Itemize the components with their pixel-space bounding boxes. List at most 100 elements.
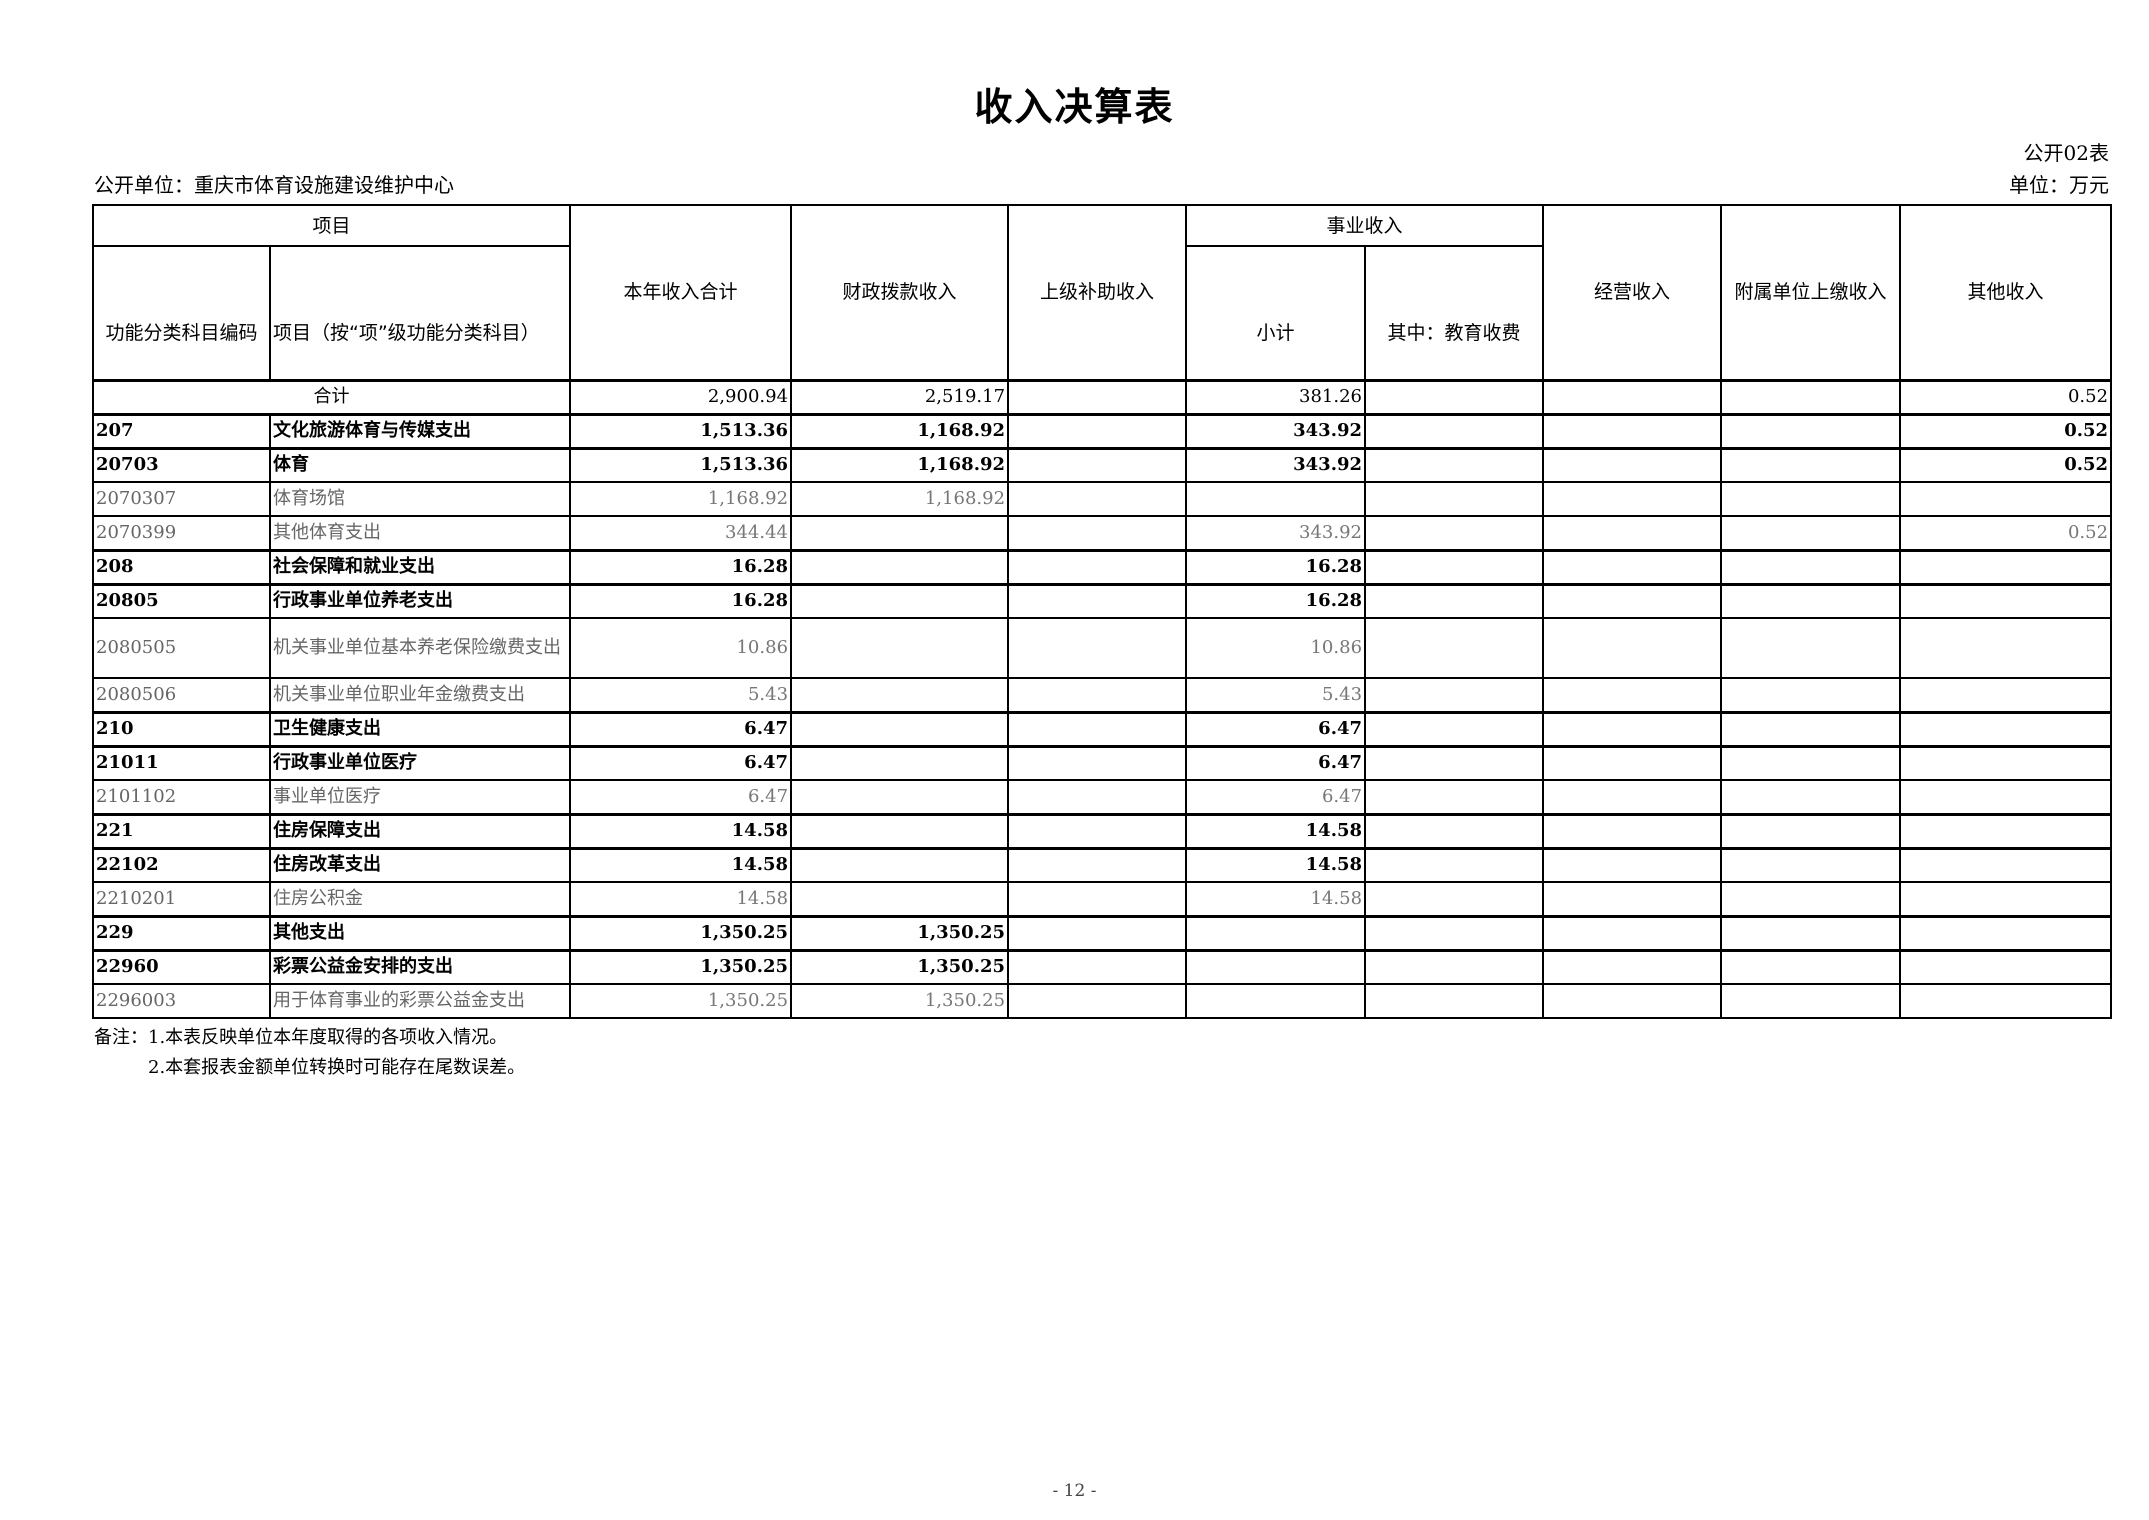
cell-name: 体育场馆 <box>268 481 572 517</box>
page-title: 收入决算表 <box>974 85 1175 129</box>
cell-fiscal <box>790 677 1010 713</box>
cell-operating <box>1542 378 1723 415</box>
header-superior: 上级补助收入 <box>1007 204 1188 381</box>
cell-business-subtotal: 16.28 <box>1185 548 1367 585</box>
cell-fiscal <box>790 779 1010 815</box>
header-operating: 经营收入 <box>1542 204 1723 381</box>
cell-name: 体育 <box>268 446 572 483</box>
cell-fiscal <box>790 846 1010 883</box>
cell-business-edu <box>1364 412 1545 449</box>
cell-business-subtotal: 381.26 <box>1185 378 1367 415</box>
cell-total: 14.58 <box>569 812 793 849</box>
cell-other <box>1899 744 2113 781</box>
cell-affiliated <box>1720 881 1902 917</box>
cell-superior <box>1007 677 1188 713</box>
cell-other <box>1899 948 2113 985</box>
total-label: 合计 <box>91 378 572 415</box>
cell-business-edu <box>1364 846 1545 883</box>
cell-code: 207 <box>92 412 271 449</box>
cell-total: 6.47 <box>569 779 793 815</box>
cell-operating <box>1542 948 1723 985</box>
cell-affiliated <box>1720 744 1902 781</box>
cell-operating <box>1542 412 1723 449</box>
cell-name: 住房改革支出 <box>268 846 572 883</box>
cell-affiliated <box>1720 378 1902 415</box>
cell-superior <box>1007 582 1188 619</box>
cell-superior <box>1007 846 1188 883</box>
table-row: 21011 行政事业单位医疗 6.47 6.47 <box>92 744 2113 781</box>
table-row: 2070399 其他体育支出 344.44 343.92 0.52 <box>92 515 2113 551</box>
header-total: 本年收入合计 <box>569 204 793 381</box>
header-business-edu: 其中：教育收费 <box>1364 245 1545 381</box>
cell-name: 其他体育支出 <box>268 515 572 551</box>
cell-operating <box>1542 812 1723 849</box>
header-business: 事业收入 <box>1185 204 1545 247</box>
cell-business-edu <box>1364 983 1545 1019</box>
cell-name: 机关事业单位基本养老保险缴费支出 <box>268 617 572 679</box>
cell-superior <box>1007 446 1188 483</box>
income-table: 项目 本年收入合计 财政拨款收入 上级补助收入 事业收入 经营收入 附属单位上缴… <box>91 204 2113 1019</box>
cell-name: 行政事业单位养老支出 <box>268 582 572 619</box>
cell-other: 0.52 <box>1899 378 2113 415</box>
cell-business-edu <box>1364 677 1545 713</box>
cell-name: 文化旅游体育与传媒支出 <box>268 412 572 449</box>
cell-fiscal <box>790 582 1010 619</box>
cell-total: 6.47 <box>569 710 793 747</box>
cell-superior <box>1007 983 1188 1019</box>
cell-total: 344.44 <box>569 515 793 551</box>
cell-other <box>1899 779 2113 815</box>
cell-other <box>1899 710 2113 747</box>
cell-superior <box>1007 378 1188 415</box>
table-row: 2296003 用于体育事业的彩票公益金支出 1,350.25 1,350.25 <box>92 983 2113 1019</box>
cell-fiscal: 1,350.25 <box>790 914 1010 951</box>
cell-business-subtotal: 6.47 <box>1185 744 1367 781</box>
cell-operating <box>1542 779 1723 815</box>
cell-superior <box>1007 617 1188 679</box>
cell-business-subtotal: 6.47 <box>1185 710 1367 747</box>
cell-total: 16.28 <box>569 582 793 619</box>
cell-operating <box>1542 846 1723 883</box>
table-row: 210 卫生健康支出 6.47 6.47 <box>92 710 2113 747</box>
cell-business-edu <box>1364 481 1545 517</box>
cell-fiscal <box>790 617 1010 679</box>
cell-business-edu <box>1364 515 1545 551</box>
cell-other: 0.52 <box>1899 446 2113 483</box>
cell-business-edu <box>1364 710 1545 747</box>
cell-operating <box>1542 582 1723 619</box>
cell-code: 2070307 <box>92 481 271 517</box>
cell-code: 208 <box>92 548 271 585</box>
cell-affiliated <box>1720 617 1902 679</box>
cell-business-subtotal: 16.28 <box>1185 582 1367 619</box>
cell-affiliated <box>1720 481 1902 517</box>
cell-affiliated <box>1720 446 1902 483</box>
cell-affiliated <box>1720 515 1902 551</box>
cell-code: 20703 <box>92 446 271 483</box>
cell-superior <box>1007 515 1188 551</box>
cell-operating <box>1542 677 1723 713</box>
cell-name: 住房保障支出 <box>268 812 572 849</box>
table-row: 22102 住房改革支出 14.58 14.58 <box>92 846 2113 883</box>
cell-total: 1,350.25 <box>569 983 793 1019</box>
cell-affiliated <box>1720 710 1902 747</box>
cell-operating <box>1542 914 1723 951</box>
header-fiscal: 财政拨款收入 <box>790 204 1010 381</box>
reporting-unit: 公开单位：重庆市体育设施建设维护中心 <box>94 173 454 197</box>
cell-fiscal: 1,350.25 <box>790 948 1010 985</box>
cell-code: 2070399 <box>92 515 271 551</box>
cell-code: 21011 <box>92 744 271 781</box>
cell-fiscal: 1,168.92 <box>790 446 1010 483</box>
cell-code: 221 <box>92 812 271 849</box>
cell-business-edu <box>1364 881 1545 917</box>
cell-business-edu <box>1364 812 1545 849</box>
cell-fiscal: 1,350.25 <box>790 983 1010 1019</box>
table-row: 2080506 机关事业单位职业年金缴费支出 5.43 5.43 <box>92 677 2113 713</box>
cell-name: 事业单位医疗 <box>268 779 572 815</box>
cell-fiscal <box>790 515 1010 551</box>
cell-business-subtotal <box>1185 914 1367 951</box>
table-row: 221 住房保障支出 14.58 14.58 <box>92 812 2113 849</box>
cell-business-edu <box>1364 378 1545 415</box>
cell-business-edu <box>1364 948 1545 985</box>
cell-fiscal <box>790 812 1010 849</box>
cell-affiliated <box>1720 983 1902 1019</box>
cell-other: 0.52 <box>1899 515 2113 551</box>
